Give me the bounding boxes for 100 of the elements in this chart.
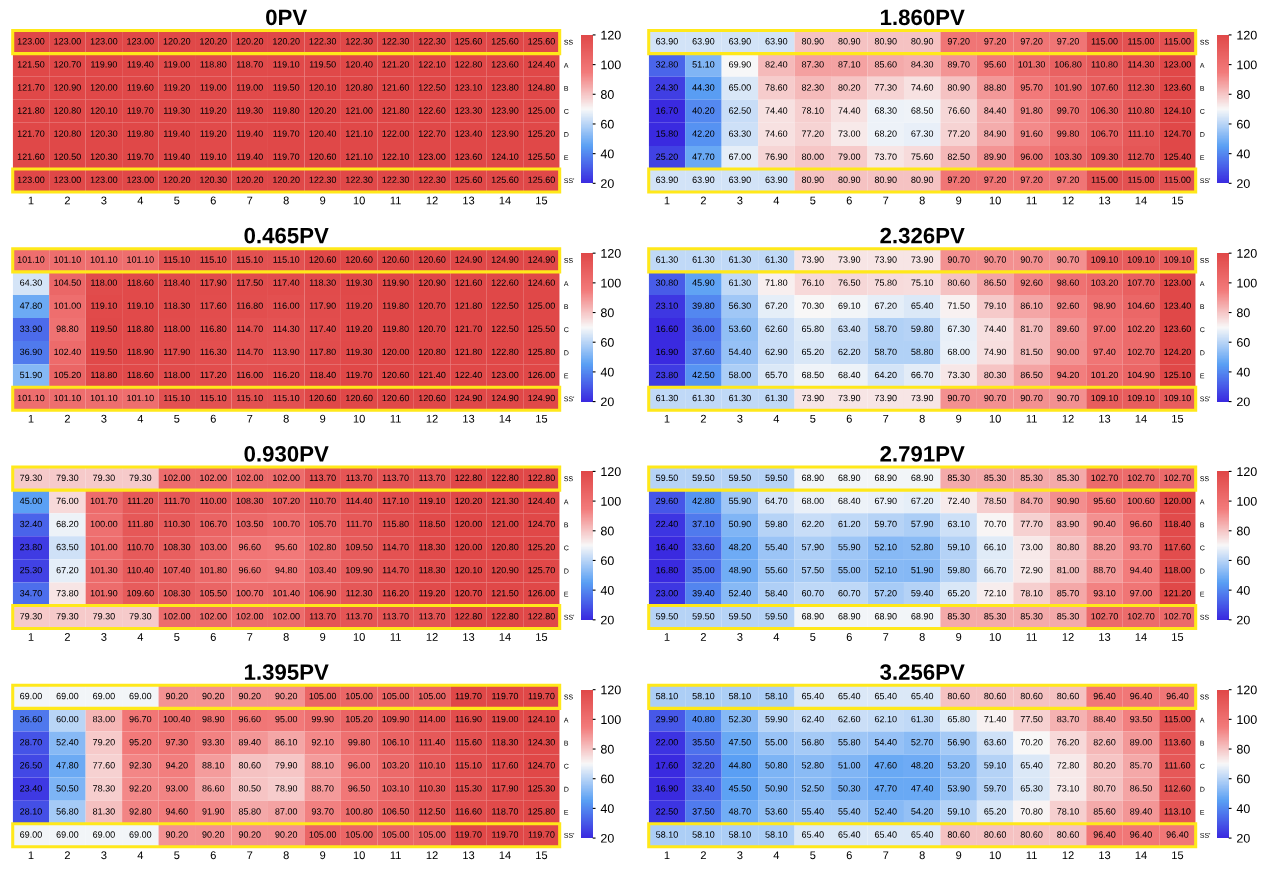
- data-label: 115.00: [1091, 176, 1118, 183]
- data-label: 68.20: [874, 130, 897, 137]
- data-label: 120.20: [309, 107, 337, 114]
- data-label: 95.60: [275, 543, 298, 551]
- data-label: 113.60: [1164, 739, 1191, 746]
- data-label: 119.40: [236, 130, 263, 137]
- x-tick-label: 8: [919, 633, 925, 641]
- data-label: 65.40: [838, 831, 861, 838]
- color-bar-label: 80: [1236, 308, 1250, 318]
- data-label: 47.80: [56, 762, 79, 769]
- data-label: 98.90: [1093, 302, 1116, 309]
- data-label: 73.00: [1020, 543, 1043, 551]
- data-label: 123.00: [17, 38, 45, 45]
- data-label: 39.40: [692, 589, 715, 597]
- data-label: 120.60: [382, 371, 410, 379]
- data-label: 82.60: [1093, 739, 1116, 746]
- data-label: 22.40: [656, 520, 678, 528]
- color-bar-label: 100: [601, 496, 621, 506]
- data-label: 68.90: [838, 613, 861, 620]
- data-label: 97.20: [1057, 38, 1079, 45]
- data-label: 125.40: [1164, 153, 1191, 160]
- data-label: 51.10: [692, 61, 715, 68]
- data-label: 124.70: [1164, 130, 1191, 137]
- x-tick-label: 5: [810, 851, 816, 860]
- data-label: 115.60: [455, 739, 482, 746]
- data-label: 115.00: [1128, 38, 1155, 45]
- data-label: 118.00: [91, 279, 117, 286]
- data-label: 104.60: [1127, 302, 1155, 309]
- data-label: 123.00: [54, 38, 81, 45]
- data-label: 52.10: [874, 566, 897, 574]
- data-label: 69.00: [56, 831, 79, 838]
- data-label: 118.40: [164, 279, 190, 286]
- data-label: 71.40: [984, 715, 1007, 723]
- data-label: 115.10: [273, 256, 300, 263]
- data-label: 77.20: [947, 130, 970, 137]
- color-bar-label: 40: [600, 804, 614, 814]
- data-label: 22.00: [656, 739, 678, 746]
- data-label: 120.30: [90, 130, 118, 137]
- data-label: 117.90: [309, 302, 336, 309]
- data-label: 101.90: [1054, 84, 1082, 91]
- data-label: 120.60: [382, 256, 410, 263]
- data-label: 53.90: [947, 785, 970, 792]
- data-label: 119.70: [492, 831, 519, 838]
- x-tick-label: 4: [137, 414, 144, 423]
- data-label: 76.00: [56, 497, 79, 505]
- data-label: 120.60: [418, 256, 446, 263]
- data-label: 68.20: [56, 520, 79, 528]
- data-label: 90.20: [238, 831, 261, 838]
- data-label: 119.80: [382, 302, 409, 309]
- data-label: 52.10: [874, 543, 897, 551]
- x-tick-label: 14: [499, 851, 511, 860]
- data-label: 78.30: [93, 785, 115, 792]
- data-label: 39.80: [692, 302, 715, 309]
- data-label: 67.20: [765, 302, 788, 309]
- chart-title: 0.930PV: [244, 445, 329, 462]
- x-tick-label: 15: [536, 633, 548, 641]
- data-label: 109.10: [1164, 394, 1191, 402]
- data-label: 93.30: [202, 739, 225, 746]
- color-bar-label: 40: [1236, 585, 1250, 595]
- color-bar-label: 80: [600, 526, 614, 536]
- data-label: 121.80: [455, 348, 482, 356]
- data-label: 119.50: [273, 84, 300, 91]
- data-label: 121.30: [491, 497, 519, 505]
- data-label: 65.80: [801, 325, 824, 332]
- x-tick-label: 13: [463, 196, 475, 205]
- data-label: 123.40: [1164, 302, 1191, 309]
- data-label: 80.60: [1057, 692, 1079, 700]
- data-label: 63.50: [56, 543, 79, 551]
- data-label: 118.70: [236, 61, 263, 68]
- data-label: 79.10: [984, 302, 1007, 309]
- data-label: 16.80: [656, 566, 678, 574]
- data-label: 113.90: [273, 348, 300, 356]
- data-label: 62.90: [765, 348, 788, 356]
- x-tick-label: 13: [1099, 633, 1111, 641]
- color-bar-label: 120: [601, 30, 621, 40]
- data-label: 119.20: [200, 130, 227, 137]
- x-tick-label: 11: [1026, 851, 1037, 860]
- data-label: 83.70: [1057, 715, 1079, 723]
- chart-title: 2.791PV: [880, 445, 965, 462]
- data-label: 86.50: [1130, 785, 1152, 792]
- data-label: 67.00: [729, 153, 751, 160]
- data-label: 70.30: [801, 302, 824, 309]
- data-label: 123.00: [17, 176, 45, 183]
- data-label: 124.90: [528, 394, 555, 402]
- data-label: 114.70: [382, 543, 409, 551]
- data-label: 110.30: [419, 785, 446, 792]
- data-label: 86.50: [984, 279, 1007, 286]
- data-label: 125.60: [455, 38, 482, 45]
- data-label: 54.40: [728, 348, 751, 356]
- data-label: 95.00: [275, 715, 298, 723]
- data-label: 122.30: [346, 176, 373, 183]
- x-tick-label: 9: [956, 196, 962, 205]
- data-label: 119.20: [419, 589, 446, 597]
- data-label: 106.80: [1054, 61, 1082, 68]
- data-label: 80.90: [911, 38, 934, 45]
- data-label: 77.30: [874, 84, 897, 91]
- data-label: 94.40: [1130, 566, 1152, 574]
- data-label: 59.40: [911, 589, 934, 597]
- data-label: 117.80: [309, 348, 336, 356]
- x-tick-label: 11: [1026, 196, 1037, 205]
